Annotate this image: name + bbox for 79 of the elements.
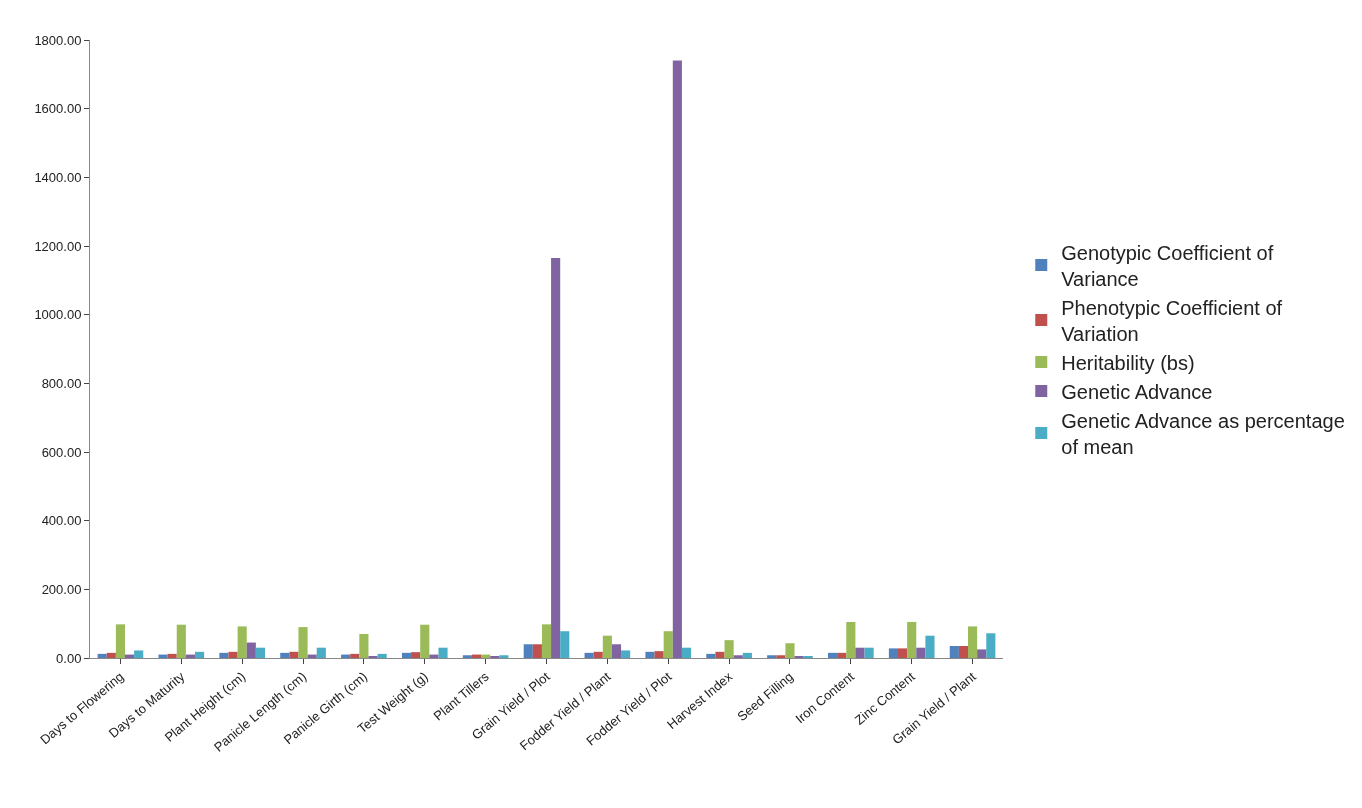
legend-label: Genetic Advance as percentage of mean [1061,409,1345,458]
bar [958,645,968,658]
bar [280,652,290,658]
bar [289,651,299,658]
bar [986,633,996,658]
bar [776,655,786,658]
bar [158,654,168,658]
bar [195,651,205,658]
y-tick-label: 400.00 [41,513,82,529]
bar [742,652,752,658]
y-tick-label: 600.00 [41,444,82,460]
bar [907,621,917,658]
legend-label: Heritability (bs) [1061,351,1195,374]
legend-label: Genotypic Coefficient of Variance [1061,241,1274,290]
legend-label: Genetic Advance [1061,380,1213,403]
bar [115,624,125,658]
bar [846,621,856,658]
bar [621,650,631,658]
y-tick-label: 1800.00 [34,32,82,48]
bar [828,652,838,658]
bar [377,653,387,658]
bar [733,655,743,658]
y-tick-label: 1000.00 [34,307,82,323]
bar [837,652,847,658]
bar [645,651,655,658]
bar [541,624,552,658]
bar [925,635,935,658]
bar [255,647,265,658]
bar [523,644,533,658]
bar [864,647,874,658]
bar [560,631,570,658]
bar [672,60,682,658]
bar [855,647,865,658]
bar [499,655,509,658]
bar [888,648,899,658]
bar [246,642,256,658]
bar [706,653,716,658]
bar [663,631,673,658]
legend-label: Phenotypic Coefficient of Variation [1061,296,1283,345]
bar [681,647,692,658]
bar [949,645,959,658]
bar [785,643,795,658]
bar [228,651,238,658]
bar [767,655,777,658]
bar [350,653,360,658]
y-tick-label: 800.00 [41,375,82,391]
bar [968,626,978,658]
bar [462,655,472,658]
y-tick-label: 1400.00 [34,169,82,185]
bar [237,626,247,658]
y-tick-label: 0.00 [56,650,82,666]
y-tick-label: 1200.00 [34,238,82,254]
bar [532,644,542,658]
bar [420,624,430,658]
bar [584,652,594,658]
bar [316,647,326,658]
bar [551,258,561,658]
bar [916,647,926,658]
bar [724,640,734,658]
bar [298,627,308,658]
bar [898,648,908,658]
bar [411,652,421,658]
bar [219,652,229,658]
bar [134,650,144,658]
bar [401,652,412,658]
bar [97,653,107,658]
bar [977,649,987,658]
y-tick-label: 1600.00 [34,101,82,117]
bar [176,624,186,658]
bar [611,644,622,658]
bar [715,651,725,658]
bar [593,651,603,658]
bar [602,635,612,658]
bar [167,653,177,658]
y-tick-label: 200.00 [41,581,82,597]
bar [359,633,369,658]
bar [438,647,448,658]
bar [654,651,664,658]
bar [106,652,116,658]
